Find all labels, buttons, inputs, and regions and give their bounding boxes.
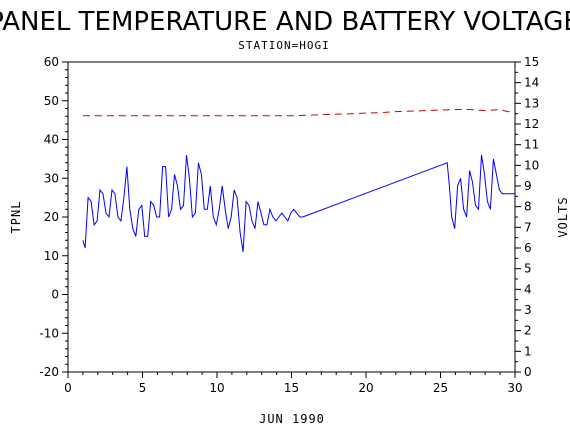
y-right-tick-label: 2 <box>524 324 532 338</box>
x-tick-label: 30 <box>507 381 522 395</box>
y-right-tick-label: 5 <box>524 262 532 276</box>
x-axis: 0 5 10 15 20 25 30 <box>64 372 523 395</box>
chart-subtitle: STATION=HOGI <box>238 39 329 52</box>
chart-title: PANEL TEMPERATURE AND BATTERY VOLTAGE <box>0 7 570 37</box>
y-right-tick-label: 11 <box>524 138 539 152</box>
y-left-tick-label: 40 <box>44 133 59 147</box>
plot-frame <box>67 61 516 373</box>
y-left-tick-label: 10 <box>44 249 59 263</box>
y-right-tick-label: 15 <box>524 55 539 69</box>
y-right-tick-label: 1 <box>524 344 532 358</box>
y-left-tick-label: 60 <box>44 55 59 69</box>
y-left-tick-label: 30 <box>44 171 59 185</box>
x-tick-label: 20 <box>358 381 373 395</box>
y-left-tick-label: -20 <box>39 365 59 379</box>
y-axis-right-label: VOLTS <box>556 196 570 237</box>
y-axis-left: -20 -10 0 10 20 30 40 50 60 <box>39 55 68 379</box>
y-right-tick-label: 13 <box>524 96 539 110</box>
y-right-tick-label: 14 <box>524 76 539 90</box>
x-axis-label: JUN 1990 <box>259 412 325 426</box>
series-layer <box>82 108 515 252</box>
y-right-tick-label: 9 <box>524 179 532 193</box>
y-axis-left-label: TPNL <box>9 201 23 234</box>
y-right-tick-label: 6 <box>524 241 532 255</box>
y-left-tick-label: 50 <box>44 94 59 108</box>
x-tick-label: 10 <box>209 381 224 395</box>
y-right-tick-label: 0 <box>524 365 532 379</box>
y-right-tick-label: 8 <box>524 200 532 214</box>
x-tick-label: 0 <box>64 381 72 395</box>
battery-voltage-line <box>82 108 515 117</box>
y-right-tick-label: 10 <box>524 158 539 172</box>
x-tick-label: 5 <box>139 381 147 395</box>
y-right-tick-label: 7 <box>524 220 532 234</box>
y-right-tick-label: 12 <box>524 117 539 131</box>
x-tick-label: 25 <box>433 381 448 395</box>
y-right-tick-label: 4 <box>524 282 532 296</box>
y-left-tick-label: 20 <box>44 210 59 224</box>
y-left-tick-label: 0 <box>51 288 59 302</box>
panel-temperature-line <box>82 154 515 252</box>
y-left-tick-label: -10 <box>39 326 59 340</box>
y-right-tick-label: 3 <box>524 303 532 317</box>
x-tick-label: 15 <box>284 381 299 395</box>
